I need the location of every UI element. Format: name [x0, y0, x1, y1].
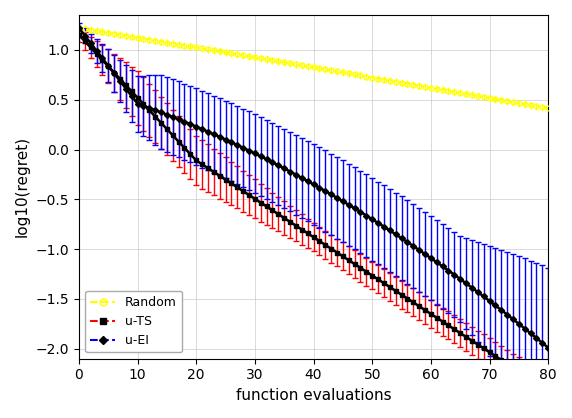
Legend: Random, u-TS, u-EI: Random, u-TS, u-EI — [85, 291, 182, 352]
Y-axis label: log10(regret): log10(regret) — [15, 136, 30, 237]
X-axis label: function evaluations: function evaluations — [236, 388, 391, 403]
